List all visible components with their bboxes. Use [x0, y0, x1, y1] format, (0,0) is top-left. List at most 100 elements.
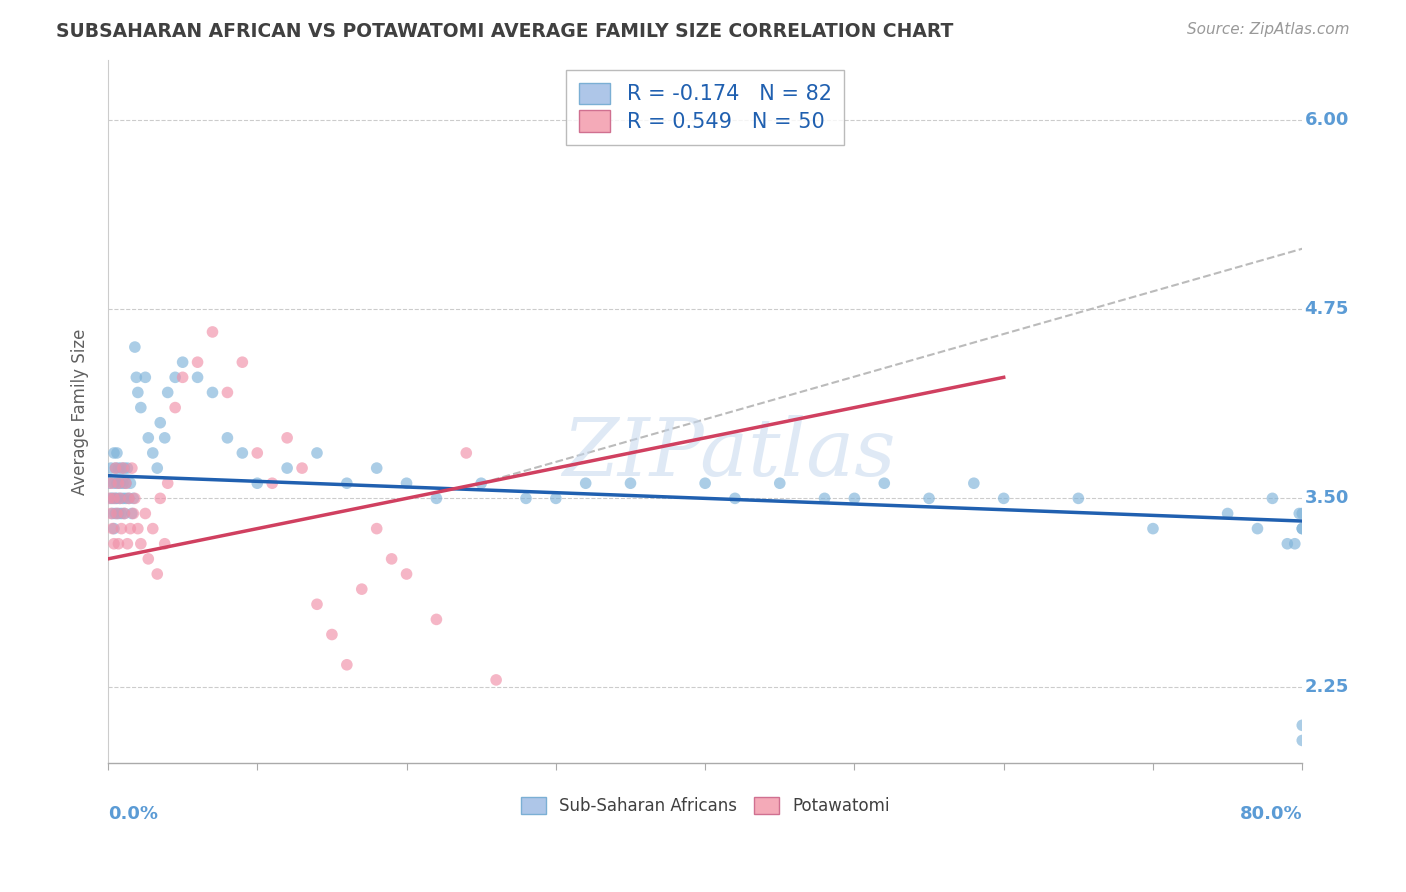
Text: 80.0%: 80.0%	[1240, 805, 1302, 823]
Point	[395, 476, 418, 491]
Point	[350, 582, 373, 596]
Point	[1246, 522, 1268, 536]
Point	[813, 491, 835, 506]
Text: ZIPatlas: ZIPatlas	[562, 415, 896, 492]
Point	[103, 446, 125, 460]
Point	[127, 522, 149, 536]
Point	[336, 476, 359, 491]
Point	[1067, 491, 1090, 506]
Point	[470, 476, 492, 491]
Point	[108, 491, 131, 506]
Point	[456, 446, 478, 460]
Point	[201, 325, 224, 339]
Point	[134, 507, 156, 521]
Point	[103, 522, 125, 536]
Point	[918, 491, 941, 506]
Point	[103, 537, 125, 551]
Point	[118, 491, 141, 506]
Point	[201, 385, 224, 400]
Point	[149, 416, 172, 430]
Point	[305, 446, 328, 460]
Text: 3.50: 3.50	[1305, 490, 1348, 508]
Point	[121, 507, 143, 521]
Point	[142, 446, 165, 460]
Point	[104, 507, 127, 521]
Point	[98, 476, 121, 491]
Point	[153, 537, 176, 551]
Point	[122, 491, 145, 506]
Point	[1291, 507, 1313, 521]
Point	[111, 461, 134, 475]
Point	[101, 522, 124, 536]
Point	[172, 370, 194, 384]
Point	[125, 370, 148, 384]
Point	[120, 522, 142, 536]
Point	[107, 537, 129, 551]
Point	[172, 355, 194, 369]
Point	[1291, 718, 1313, 732]
Point	[142, 522, 165, 536]
Point	[1142, 522, 1164, 536]
Point	[425, 612, 447, 626]
Point	[101, 491, 124, 506]
Point	[122, 507, 145, 521]
Point	[1288, 507, 1310, 521]
Point	[1216, 507, 1239, 521]
Point	[100, 461, 122, 475]
Point	[291, 461, 314, 475]
Point	[100, 507, 122, 521]
Text: 2.25: 2.25	[1305, 679, 1348, 697]
Point	[395, 567, 418, 582]
Point	[104, 491, 127, 506]
Point	[246, 476, 269, 491]
Point	[305, 597, 328, 611]
Point	[153, 431, 176, 445]
Point	[120, 476, 142, 491]
Point	[105, 476, 128, 491]
Point	[104, 461, 127, 475]
Y-axis label: Average Family Size: Average Family Size	[72, 328, 89, 494]
Point	[993, 491, 1015, 506]
Point	[366, 461, 388, 475]
Point	[156, 476, 179, 491]
Point	[121, 461, 143, 475]
Point	[112, 507, 135, 521]
Point	[111, 476, 134, 491]
Point	[146, 461, 169, 475]
Point	[231, 446, 253, 460]
Point	[619, 476, 641, 491]
Point	[1261, 491, 1284, 506]
Point	[98, 491, 121, 506]
Point	[544, 491, 567, 506]
Point	[724, 491, 747, 506]
Point	[105, 446, 128, 460]
Point	[1291, 522, 1313, 536]
Point	[156, 385, 179, 400]
Text: Source: ZipAtlas.com: Source: ZipAtlas.com	[1187, 22, 1350, 37]
Point	[129, 401, 152, 415]
Point	[769, 476, 792, 491]
Point	[149, 491, 172, 506]
Point	[104, 461, 127, 475]
Point	[124, 491, 146, 506]
Point	[1284, 537, 1306, 551]
Point	[103, 491, 125, 506]
Point	[336, 657, 359, 672]
Legend: Sub-Saharan Africans, Potawatomi: Sub-Saharan Africans, Potawatomi	[510, 787, 900, 825]
Point	[108, 491, 131, 506]
Point	[485, 673, 508, 687]
Point	[165, 401, 187, 415]
Point	[146, 567, 169, 582]
Point	[695, 476, 717, 491]
Point	[217, 431, 239, 445]
Point	[873, 476, 896, 491]
Point	[134, 370, 156, 384]
Point	[107, 461, 129, 475]
Point	[112, 507, 135, 521]
Point	[165, 370, 187, 384]
Point	[1291, 522, 1313, 536]
Point	[231, 355, 253, 369]
Point	[515, 491, 537, 506]
Text: 6.00: 6.00	[1305, 112, 1348, 129]
Point	[321, 627, 343, 641]
